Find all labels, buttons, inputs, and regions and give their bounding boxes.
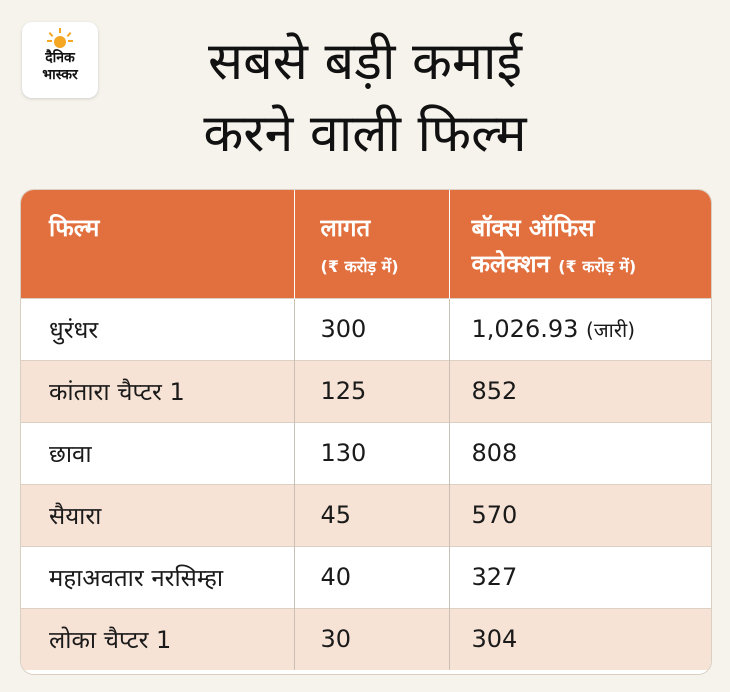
film-collection: 1,026.93 xyxy=(471,315,579,343)
film-cost: 125 xyxy=(294,359,450,422)
film-collection: 327 xyxy=(449,545,711,608)
title-line-1: सबसे बड़ी कमाई xyxy=(207,32,523,92)
table-row: सैयारा 45 570 xyxy=(21,483,711,546)
header-cost-label: लागत xyxy=(320,214,371,242)
header-collection-label-2: कलेक्शन xyxy=(471,250,550,278)
page-title: सबसे बड़ी कमाई करने वाली फिल्म xyxy=(110,26,620,170)
film-name: छावा xyxy=(21,421,295,484)
film-cost: 30 xyxy=(294,607,450,670)
film-cost: 45 xyxy=(294,483,450,546)
table-row: महाअवतार नरसिम्हा 40 327 xyxy=(21,545,711,608)
film-cost: 40 xyxy=(294,545,450,608)
film-name: सैयारा xyxy=(21,483,295,546)
collection-note: (जारी) xyxy=(586,318,636,342)
film-cost: 130 xyxy=(294,421,450,484)
table-row: लोका चैप्टर 1 30 304 xyxy=(21,607,711,670)
film-collection-cell: 1,026.93 (जारी) xyxy=(449,297,711,360)
table-row: कांतारा चैप्टर 1 125 852 xyxy=(21,359,711,422)
logo-text-line1: दैनिक xyxy=(45,50,75,66)
sun-icon xyxy=(47,28,73,48)
table-header-row: फिल्म लागत (₹ करोड़ में) बॉक्स ऑफिस कलेक… xyxy=(21,190,711,298)
header-collection: बॉक्स ऑफिस कलेक्शन (₹ करोड़ में) xyxy=(449,190,711,298)
header-film: फिल्म xyxy=(21,190,295,298)
header-cost: लागत (₹ करोड़ में) xyxy=(294,190,450,298)
film-name: धुरंधर xyxy=(21,297,295,360)
table-row: धुरंधर 300 1,026.93 (जारी) xyxy=(21,297,711,360)
film-name: महाअवतार नरसिम्हा xyxy=(21,545,295,608)
title-line-2: करने वाली फिल्म xyxy=(203,104,527,164)
header-collection-unit: (₹ करोड़ में) xyxy=(558,257,637,276)
film-collection: 808 xyxy=(449,421,711,484)
film-name: लोका चैप्टर 1 xyxy=(21,607,295,670)
films-table-container: फिल्म लागत (₹ करोड़ में) बॉक्स ऑफिस कलेक… xyxy=(20,189,712,675)
table-row: छावा 130 808 xyxy=(21,421,711,484)
film-collection: 570 xyxy=(449,483,711,546)
header-cost-unit: (₹ करोड़ में) xyxy=(320,257,399,276)
film-name: कांतारा चैप्टर 1 xyxy=(21,359,295,422)
header-film-label: फिल्म xyxy=(49,214,100,242)
logo-text-line2: भास्कर xyxy=(42,67,78,83)
header-collection-label: बॉक्स ऑफिस xyxy=(471,214,595,242)
film-cost: 300 xyxy=(294,297,450,360)
film-collection: 304 xyxy=(449,607,711,670)
dainik-bhaskar-logo: दैनिक भास्कर xyxy=(22,22,98,98)
film-collection: 852 xyxy=(449,359,711,422)
films-table: फिल्म लागत (₹ करोड़ में) बॉक्स ऑफिस कलेक… xyxy=(21,190,711,670)
